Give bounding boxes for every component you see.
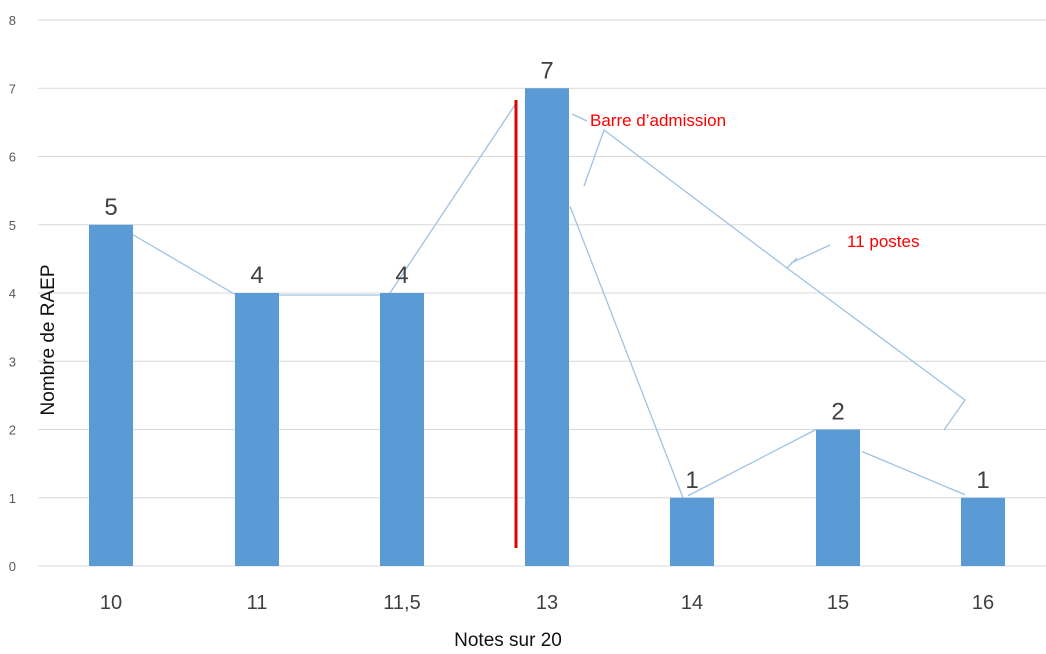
data-label: 2 bbox=[831, 399, 844, 426]
data-label: 1 bbox=[685, 467, 698, 494]
x-tick-label: 15 bbox=[827, 592, 849, 614]
x-axis-title: Notes sur 20 bbox=[454, 630, 562, 651]
connector-line bbox=[132, 234, 237, 296]
y-axis-title: Nombre de RAEP bbox=[38, 264, 59, 415]
connector-line bbox=[389, 102, 517, 294]
brace-label: 11 postes bbox=[847, 232, 919, 251]
bar bbox=[961, 497, 1005, 566]
x-tick-label: 10 bbox=[100, 592, 122, 614]
connector-line bbox=[687, 428, 817, 497]
y-tick-label: 8 bbox=[9, 13, 16, 28]
y-tick-label: 5 bbox=[9, 218, 16, 233]
bar bbox=[380, 293, 424, 566]
data-labels: 5 4 4 7 1 2 1 bbox=[104, 57, 989, 494]
data-label: 4 bbox=[250, 262, 263, 289]
x-tick-labels: 10 11 11,5 13 14 15 16 bbox=[100, 592, 994, 614]
bars bbox=[89, 88, 1005, 566]
bar bbox=[670, 497, 714, 566]
data-label: 4 bbox=[395, 262, 408, 289]
connector-line bbox=[569, 206, 684, 498]
x-tick-label: 14 bbox=[681, 592, 703, 614]
y-tick-label: 4 bbox=[9, 286, 16, 301]
positions-brace bbox=[583, 128, 966, 431]
connector-lines bbox=[132, 102, 966, 498]
x-tick-label: 16 bbox=[972, 592, 994, 614]
y-tick-label: 6 bbox=[9, 150, 16, 165]
y-tick-label: 0 bbox=[9, 559, 16, 574]
bar bbox=[89, 224, 133, 566]
y-tick-label: 2 bbox=[9, 423, 16, 438]
data-label: 5 bbox=[104, 194, 117, 221]
bar bbox=[235, 293, 279, 566]
y-tick-labels: 0 1 2 3 4 5 6 7 8 bbox=[9, 13, 16, 574]
bar bbox=[816, 429, 860, 566]
x-tick-label: 11,5 bbox=[383, 592, 420, 614]
data-label: 1 bbox=[976, 467, 989, 494]
connector-line bbox=[861, 450, 966, 496]
y-tick-label: 7 bbox=[9, 81, 16, 96]
threshold-label: Barre d’admission bbox=[590, 111, 726, 130]
x-tick-label: 13 bbox=[536, 592, 558, 614]
brace-leader bbox=[790, 244, 831, 264]
x-tick-label: 11 bbox=[247, 592, 268, 614]
y-tick-label: 1 bbox=[9, 491, 16, 506]
threshold-label-leader bbox=[571, 113, 588, 122]
y-tick-label: 3 bbox=[9, 354, 16, 369]
data-label: 7 bbox=[540, 57, 553, 84]
bar bbox=[525, 88, 569, 566]
